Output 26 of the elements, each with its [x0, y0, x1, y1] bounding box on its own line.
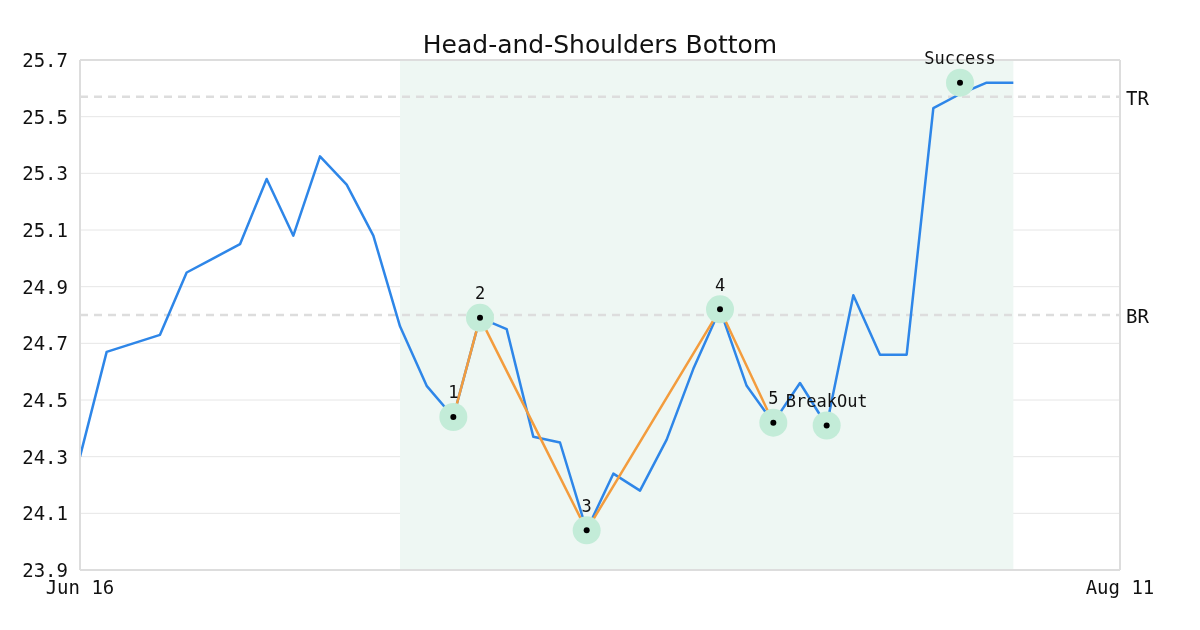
x-tick-label: Aug 11 — [1085, 576, 1155, 598]
series-label: Success — [924, 48, 996, 69]
y-tick-label: 24.5 — [22, 389, 68, 411]
y-tick-label: 24.9 — [22, 275, 68, 298]
y-tick-label: 24.3 — [22, 445, 68, 468]
y-tick-label: 24.1 — [22, 502, 68, 525]
y-tick-label: 25.7 — [22, 49, 68, 71]
point — [946, 68, 974, 97]
point — [706, 295, 734, 324]
point — [439, 403, 468, 431]
series-label: 5 — [768, 388, 779, 409]
point — [572, 516, 601, 545]
series-label: 1 — [448, 382, 459, 403]
ref-line-label: TR — [1126, 86, 1150, 109]
point — [466, 303, 494, 332]
ref-line-label: BR — [1126, 305, 1150, 327]
y-tick-label: 25.5 — [22, 105, 68, 128]
y-tick-label: 25.3 — [22, 162, 68, 185]
y-tick-label: 24.7 — [22, 332, 68, 355]
point — [759, 408, 788, 437]
point — [812, 411, 841, 440]
y-tick-label: 25.1 — [22, 219, 68, 241]
chart-title: Head-and-Shoulders Bottom — [422, 30, 778, 59]
series-label: 4 — [714, 274, 726, 295]
series-label: 2 — [474, 283, 486, 304]
series-label: 3 — [581, 495, 592, 516]
